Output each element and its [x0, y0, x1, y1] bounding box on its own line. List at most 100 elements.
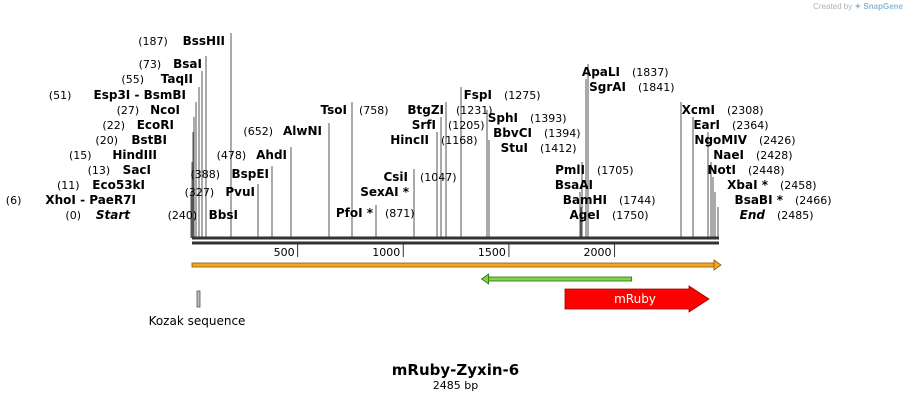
site-pos-pfoi: (871): [385, 207, 415, 220]
site-pos-bamhi: (1744): [619, 194, 656, 207]
tick-label-1500: 1500: [478, 246, 506, 259]
site-pos-xcmi: (2308): [727, 104, 764, 117]
site-name-xbai: XbaI *: [727, 178, 769, 192]
site-name-eco53ki: Eco53kI: [92, 178, 145, 192]
site-name-alwni: AlwNI: [283, 124, 322, 138]
site-pos-bsabi: (2466): [795, 194, 832, 207]
site-pos-xhoi-paer7i: (6): [6, 194, 22, 207]
feature-orf-forward: [191, 262, 715, 268]
site-name-apali: ApaLI: [582, 65, 620, 79]
feature-kozak-sequence-label: Kozak sequence: [149, 314, 246, 328]
site-name-start: Start: [96, 208, 131, 222]
site-pos-eari: (2364): [732, 119, 769, 132]
site-name-bspei: BspEI: [231, 167, 269, 181]
site-name-srfi: SrfI: [412, 118, 436, 132]
site-name-ecori: EcoRI: [137, 118, 174, 132]
site-pos-bbsi: (240): [168, 209, 198, 222]
site-name-eari: EarI: [693, 118, 720, 132]
site-pos-bsshii: (187): [138, 35, 168, 48]
site-name-sexai: SexAI *: [360, 185, 409, 199]
site-name-bbvci: BbvCI: [493, 126, 532, 140]
site-pos-pmli: (1705): [597, 164, 634, 177]
site-pos-alwni: (652): [243, 125, 273, 138]
site-pos-sgrai: (1841): [638, 81, 675, 94]
feature-mruby: [564, 285, 710, 313]
site-name-agei: AgeI: [570, 208, 600, 222]
site-pos-ncoi: (27): [117, 104, 140, 117]
site-leader-lines: [190, 33, 719, 238]
site-name-ncoi: NcoI: [150, 103, 180, 117]
feature-mruby-label: mRuby: [614, 292, 656, 306]
site-name-bsaai: BsaAI: [555, 178, 593, 192]
site-pos-sphi: (1393): [530, 112, 567, 125]
site-pos-end: (2485): [777, 209, 814, 222]
site-pos-naei: (2428): [756, 149, 793, 162]
site-pos-xbai: (2458): [780, 179, 817, 192]
site-name-bstbi: BstBI: [131, 133, 167, 147]
site-pos-taqii: (55): [121, 73, 144, 86]
site-name-pfoi: PfoI *: [336, 206, 374, 220]
site-name-noti: NotI: [708, 163, 737, 177]
feature-orf-reverse-arrow: [480, 273, 490, 285]
site-pos-eco53ki: (11): [57, 179, 80, 192]
site-pos-bstbi: (20): [95, 134, 118, 147]
site-name-pvui: PvuI: [225, 185, 255, 199]
credit-prefix: Created by: [813, 2, 853, 11]
site-name-esp3i-bsmbi: Esp3I - BsmBI: [94, 88, 186, 102]
site-name-ngomiv: NgoMIV: [694, 133, 747, 147]
site-pos-csii: (1047): [420, 171, 457, 184]
feature-orf-reverse: [488, 276, 633, 282]
site-name-bbsi: BbsI: [209, 208, 238, 222]
site-pos-ecori: (22): [102, 119, 125, 132]
site-name-btgzi: BtgZI: [407, 103, 444, 117]
site-name-end: End: [740, 208, 766, 222]
site-name-taqii: TaqII: [161, 72, 193, 86]
tick-label-2000: 2000: [584, 246, 612, 259]
site-name-csii: CsiI: [383, 170, 408, 184]
site-pos-agei: (1750): [612, 209, 649, 222]
site-name-bsabi: BsaBI *: [735, 193, 784, 207]
map-length: 2485 bp: [432, 379, 479, 392]
bp-ruler: 500 1000 1500 2000: [274, 244, 616, 259]
site-pos-stui: (1412): [540, 142, 577, 155]
feature-kozak-sequence: [196, 290, 201, 308]
site-name-naei: NaeI: [713, 148, 744, 162]
site-pos-ahdi: (478): [217, 149, 247, 162]
credit-brand: SnapGene: [863, 2, 903, 11]
site-pos-pvui: (327): [185, 186, 215, 199]
tick-label-1000: 1000: [372, 246, 400, 259]
site-name-stui: StuI: [501, 141, 528, 155]
feature-tracks: mRuby Kozak sequence: [149, 259, 722, 328]
site-pos-hindiii: (15): [69, 149, 92, 162]
tick-label-500: 500: [274, 246, 295, 259]
site-pos-btgzi: (1231): [456, 104, 493, 117]
site-pos-bspei: (388): [190, 168, 220, 181]
snapgene-logo-icon: ✦: [854, 2, 862, 11]
site-pos-start: (0): [65, 209, 81, 222]
site-pos-apali: (1837): [632, 66, 669, 79]
site-name-hindiii: HindIII: [112, 148, 157, 162]
site-pos-hincii: (1168): [441, 134, 478, 147]
site-name-tsoi: TsoI: [321, 103, 347, 117]
site-name-saci: SacI: [123, 163, 151, 177]
site-pos-saci: (13): [88, 164, 111, 177]
site-name-bsai: BsaI: [173, 57, 202, 71]
site-pos-ngomiv: (2426): [759, 134, 796, 147]
site-pos-noti: (2448): [748, 164, 785, 177]
map-title: mRuby-Zyxin-6: [391, 361, 520, 379]
site-pos-bsai: (73): [139, 58, 162, 71]
site-pos-bbvci: (1394): [544, 127, 581, 140]
site-pos-esp3i-bsmbi: (51): [49, 89, 72, 102]
site-name-sgrai: SgrAI: [589, 80, 626, 94]
site-name-sphi: SphI: [488, 111, 518, 125]
site-pos-fspi: (1275): [504, 89, 541, 102]
site-labels: BssHII (187) BsaI (73)TaqII (55) Esp3I - BsmB…: [6, 34, 832, 222]
site-name-pmli: PmlI: [555, 163, 585, 177]
site-pos-srfi: (1205): [448, 119, 485, 132]
feature-orf-forward-arrow: [713, 259, 722, 271]
site-name-xcmi: XcmI: [682, 103, 715, 117]
site-name-xhoi-paer7i: XhoI - PaeR7I: [45, 193, 136, 207]
site-name-ahdi: AhdI: [256, 148, 287, 162]
